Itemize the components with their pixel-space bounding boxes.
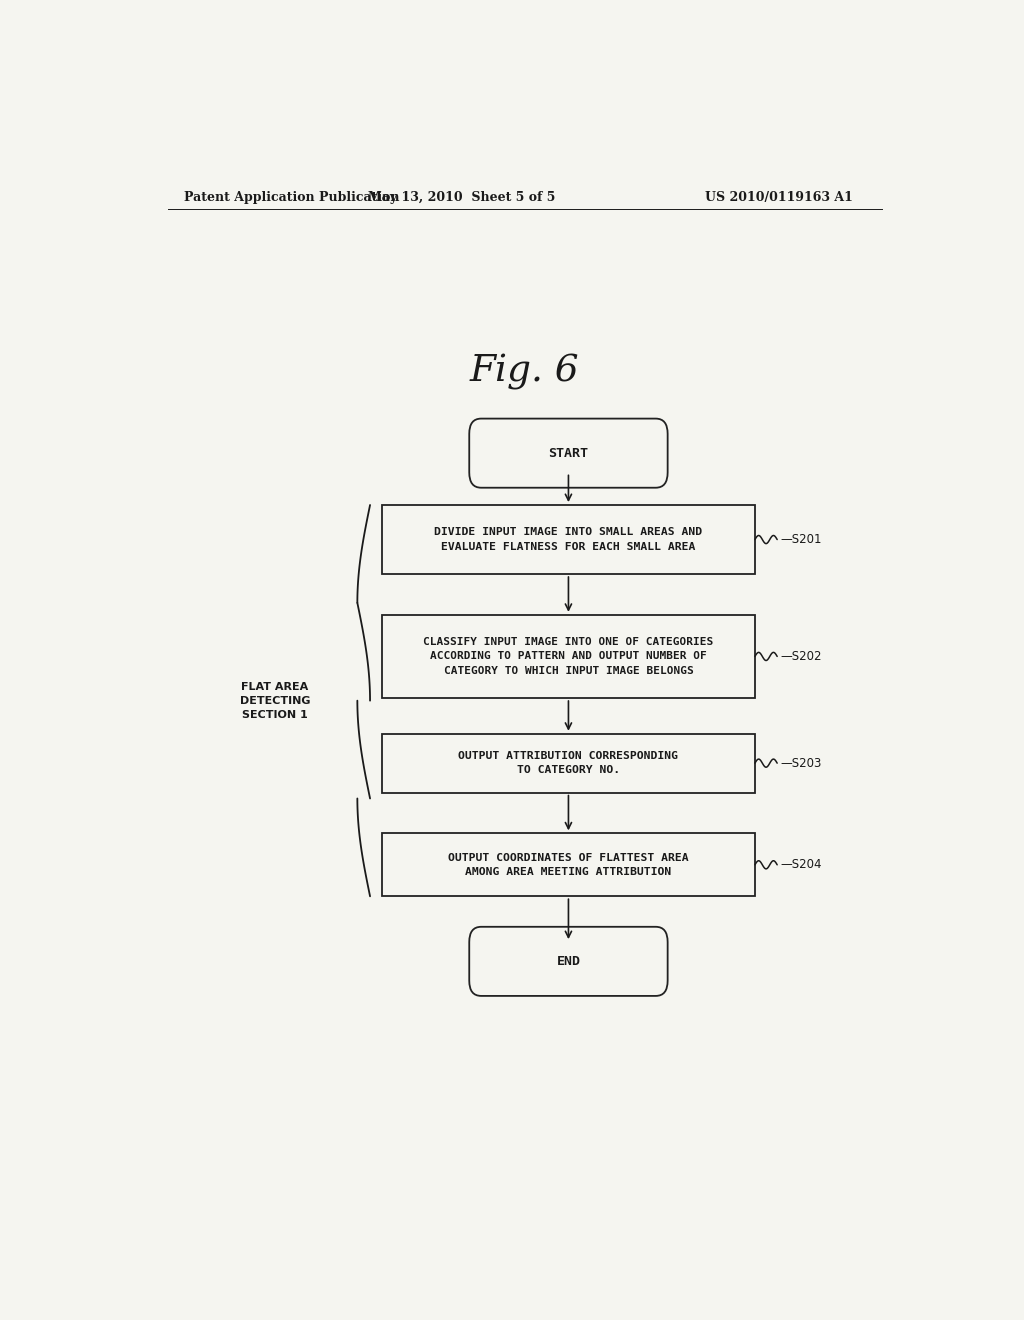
FancyBboxPatch shape [382,506,755,574]
Text: —S202: —S202 [780,649,822,663]
FancyBboxPatch shape [382,833,755,896]
Text: May 13, 2010  Sheet 5 of 5: May 13, 2010 Sheet 5 of 5 [368,190,555,203]
FancyBboxPatch shape [469,927,668,995]
Text: —S204: —S204 [780,858,822,871]
Text: —S201: —S201 [780,533,822,546]
FancyBboxPatch shape [382,734,755,792]
Text: Fig. 6: Fig. 6 [470,354,580,389]
Text: US 2010/0119163 A1: US 2010/0119163 A1 [705,190,853,203]
Text: OUTPUT COORDINATES OF FLATTEST AREA
AMONG AREA MEETING ATTRIBUTION: OUTPUT COORDINATES OF FLATTEST AREA AMON… [449,853,689,876]
Text: START: START [549,446,589,459]
Text: CLASSIFY INPUT IMAGE INTO ONE OF CATEGORIES
ACCORDING TO PATTERN AND OUTPUT NUMB: CLASSIFY INPUT IMAGE INTO ONE OF CATEGOR… [423,638,714,676]
Text: END: END [556,954,581,968]
Text: Patent Application Publication: Patent Application Publication [183,190,399,203]
Text: —S203: —S203 [780,756,821,770]
Text: FLAT AREA
DETECTING
SECTION 1: FLAT AREA DETECTING SECTION 1 [240,681,310,719]
Text: OUTPUT ATTRIBUTION CORRESPONDING
TO CATEGORY NO.: OUTPUT ATTRIBUTION CORRESPONDING TO CATE… [459,751,679,775]
Text: DIVIDE INPUT IMAGE INTO SMALL AREAS AND
EVALUATE FLATNESS FOR EACH SMALL AREA: DIVIDE INPUT IMAGE INTO SMALL AREAS AND … [434,528,702,552]
FancyBboxPatch shape [382,615,755,698]
FancyBboxPatch shape [469,418,668,487]
